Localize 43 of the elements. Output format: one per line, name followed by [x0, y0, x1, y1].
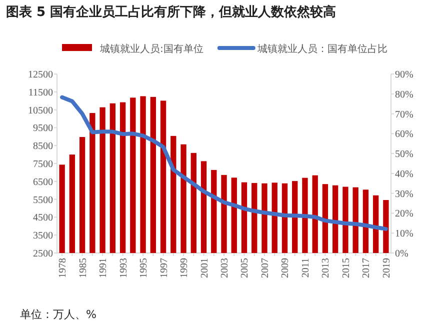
x-tick-label: 2019 [381, 258, 392, 278]
y-tick-label: 8500 [33, 141, 53, 152]
x-tick-label: 1991 [98, 258, 110, 278]
y-tick-label: 10500 [28, 105, 53, 116]
x-tick-label: 2011 [300, 258, 312, 278]
x-tick-label: 2005 [240, 258, 251, 278]
x-tick-label: 1995 [138, 258, 150, 278]
chart-title: 图表 5 国有企业员工占比有所下降，但就业人数依然较高 [6, 4, 336, 20]
text: 单位：万人、% [20, 308, 96, 321]
x-tick-label: 2017 [361, 258, 372, 278]
x-tick-label: 2001 [199, 258, 210, 278]
y2-tick-label: 50% [395, 149, 414, 160]
y-tick-label: 2500 [33, 248, 53, 260]
x-tick-label: 1978 [58, 258, 69, 278]
legend-label: 城镇就业人员:国有单位 [99, 43, 204, 55]
y-tick-label: 5500 [33, 194, 53, 206]
x-tick-label: 2009 [280, 258, 292, 278]
y2-tick-label: 0% [395, 248, 408, 260]
legend-label: 城镇就业人员：国有单位占比 [256, 43, 388, 55]
y2-tick-label: 10% [395, 228, 414, 240]
x-tick-label: 1997 [158, 258, 170, 278]
y2-tick-label: 70% [395, 109, 414, 120]
x-tick-label: 1999 [179, 258, 190, 278]
line-series [60, 95, 388, 231]
y2-tick-label: 30% [395, 188, 414, 200]
y-tick-label: 3500 [33, 230, 53, 242]
y-tick-label: 7500 [33, 159, 53, 170]
y-tick-label: 6500 [33, 176, 53, 188]
x-tick-label: 2003 [220, 258, 230, 278]
y-tick-label: 12500 [28, 70, 53, 80]
y2-tick-label: 60% [395, 129, 414, 140]
y2-tick-label: 20% [395, 208, 414, 220]
y-tick-label: 11500 [28, 87, 53, 98]
x-tick-label: 1993 [118, 258, 130, 278]
x-tick-label: 2013 [320, 258, 332, 278]
y2-tick-label: 90% [395, 70, 414, 80]
y2-tick-label: 80% [395, 89, 414, 100]
y-tick-label: 4500 [33, 212, 53, 224]
x-tick-label: 2015 [340, 258, 352, 278]
x-tick-label: 1985 [78, 258, 89, 278]
y-tick-label: 9500 [33, 123, 53, 134]
y2-tick-label: 40% [395, 168, 414, 180]
x-tick-label: 2007 [260, 258, 271, 278]
